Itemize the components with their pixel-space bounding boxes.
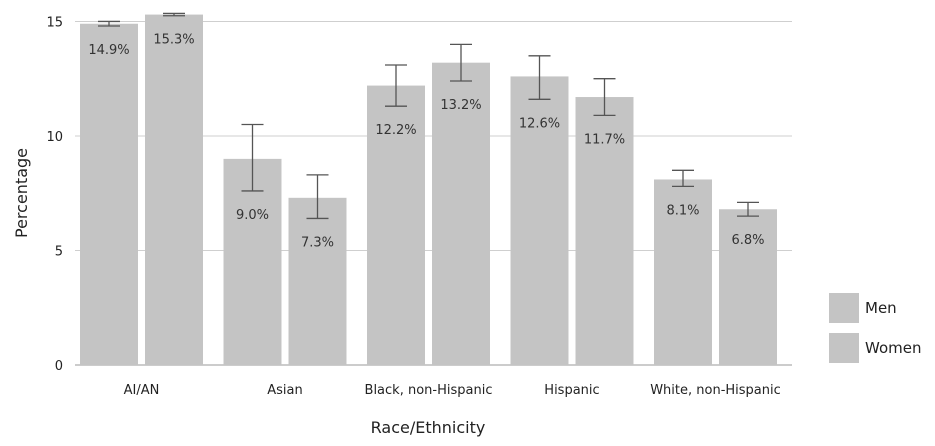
- bar-women-1: [288, 197, 347, 365]
- x-category-label: Asian: [267, 383, 302, 398]
- data-labels: 14.9% 15.3% 9.0% 7.3% 12.2% 13.2% 12.6% 11.7% 8.…: [88, 33, 764, 251]
- legend-label-women: Women: [865, 339, 921, 357]
- data-label-women-0: 15.3%: [153, 33, 194, 48]
- bar-women-0: [145, 14, 203, 365]
- x-axis-categories: AI/AN Asian Black, non-Hispanic Hispanic Whi…: [124, 383, 781, 398]
- bar-men-1: [223, 158, 282, 365]
- x-category-label: Hispanic: [544, 383, 599, 398]
- legend: Men Women: [829, 293, 921, 363]
- y-axis-ticks: 0 5 10 15: [46, 15, 63, 374]
- data-label-men-1: 9.0%: [236, 208, 269, 223]
- bar-men-4: [654, 179, 712, 365]
- data-label-men-4: 8.1%: [666, 203, 699, 218]
- bar-women-2: [432, 62, 490, 365]
- y-tick-label: 15: [46, 15, 63, 30]
- x-category-label: Black, non-Hispanic: [365, 383, 493, 398]
- bars: [80, 14, 777, 366]
- y-tick-label: 5: [55, 244, 63, 259]
- legend-swatch-women: [829, 333, 859, 363]
- bar-men-3: [510, 76, 569, 365]
- x-category-label: AI/AN: [124, 383, 160, 398]
- legend-label-men: Men: [865, 299, 897, 317]
- data-label-men-3: 12.6%: [519, 116, 560, 131]
- bar-women-3: [575, 97, 634, 365]
- x-category-label: White, non-Hispanic: [650, 383, 781, 398]
- data-label-men-0: 14.9%: [88, 43, 129, 58]
- bar-men-2: [367, 85, 425, 366]
- y-tick-label: 0: [55, 359, 63, 374]
- legend-swatch-men: [829, 293, 859, 323]
- data-label-women-3: 11.7%: [584, 132, 625, 147]
- y-axis-title: Percentage: [12, 148, 31, 238]
- data-label-men-2: 12.2%: [375, 123, 416, 138]
- bar-women-4: [719, 209, 777, 365]
- data-label-women-4: 6.8%: [731, 233, 764, 248]
- data-label-women-2: 13.2%: [440, 98, 481, 113]
- y-tick-label: 10: [46, 130, 63, 145]
- bar-men-0: [80, 23, 138, 365]
- data-label-women-1: 7.3%: [301, 235, 334, 250]
- error-bars: [98, 12, 759, 220]
- x-axis-title: Race/Ethnicity: [371, 418, 486, 437]
